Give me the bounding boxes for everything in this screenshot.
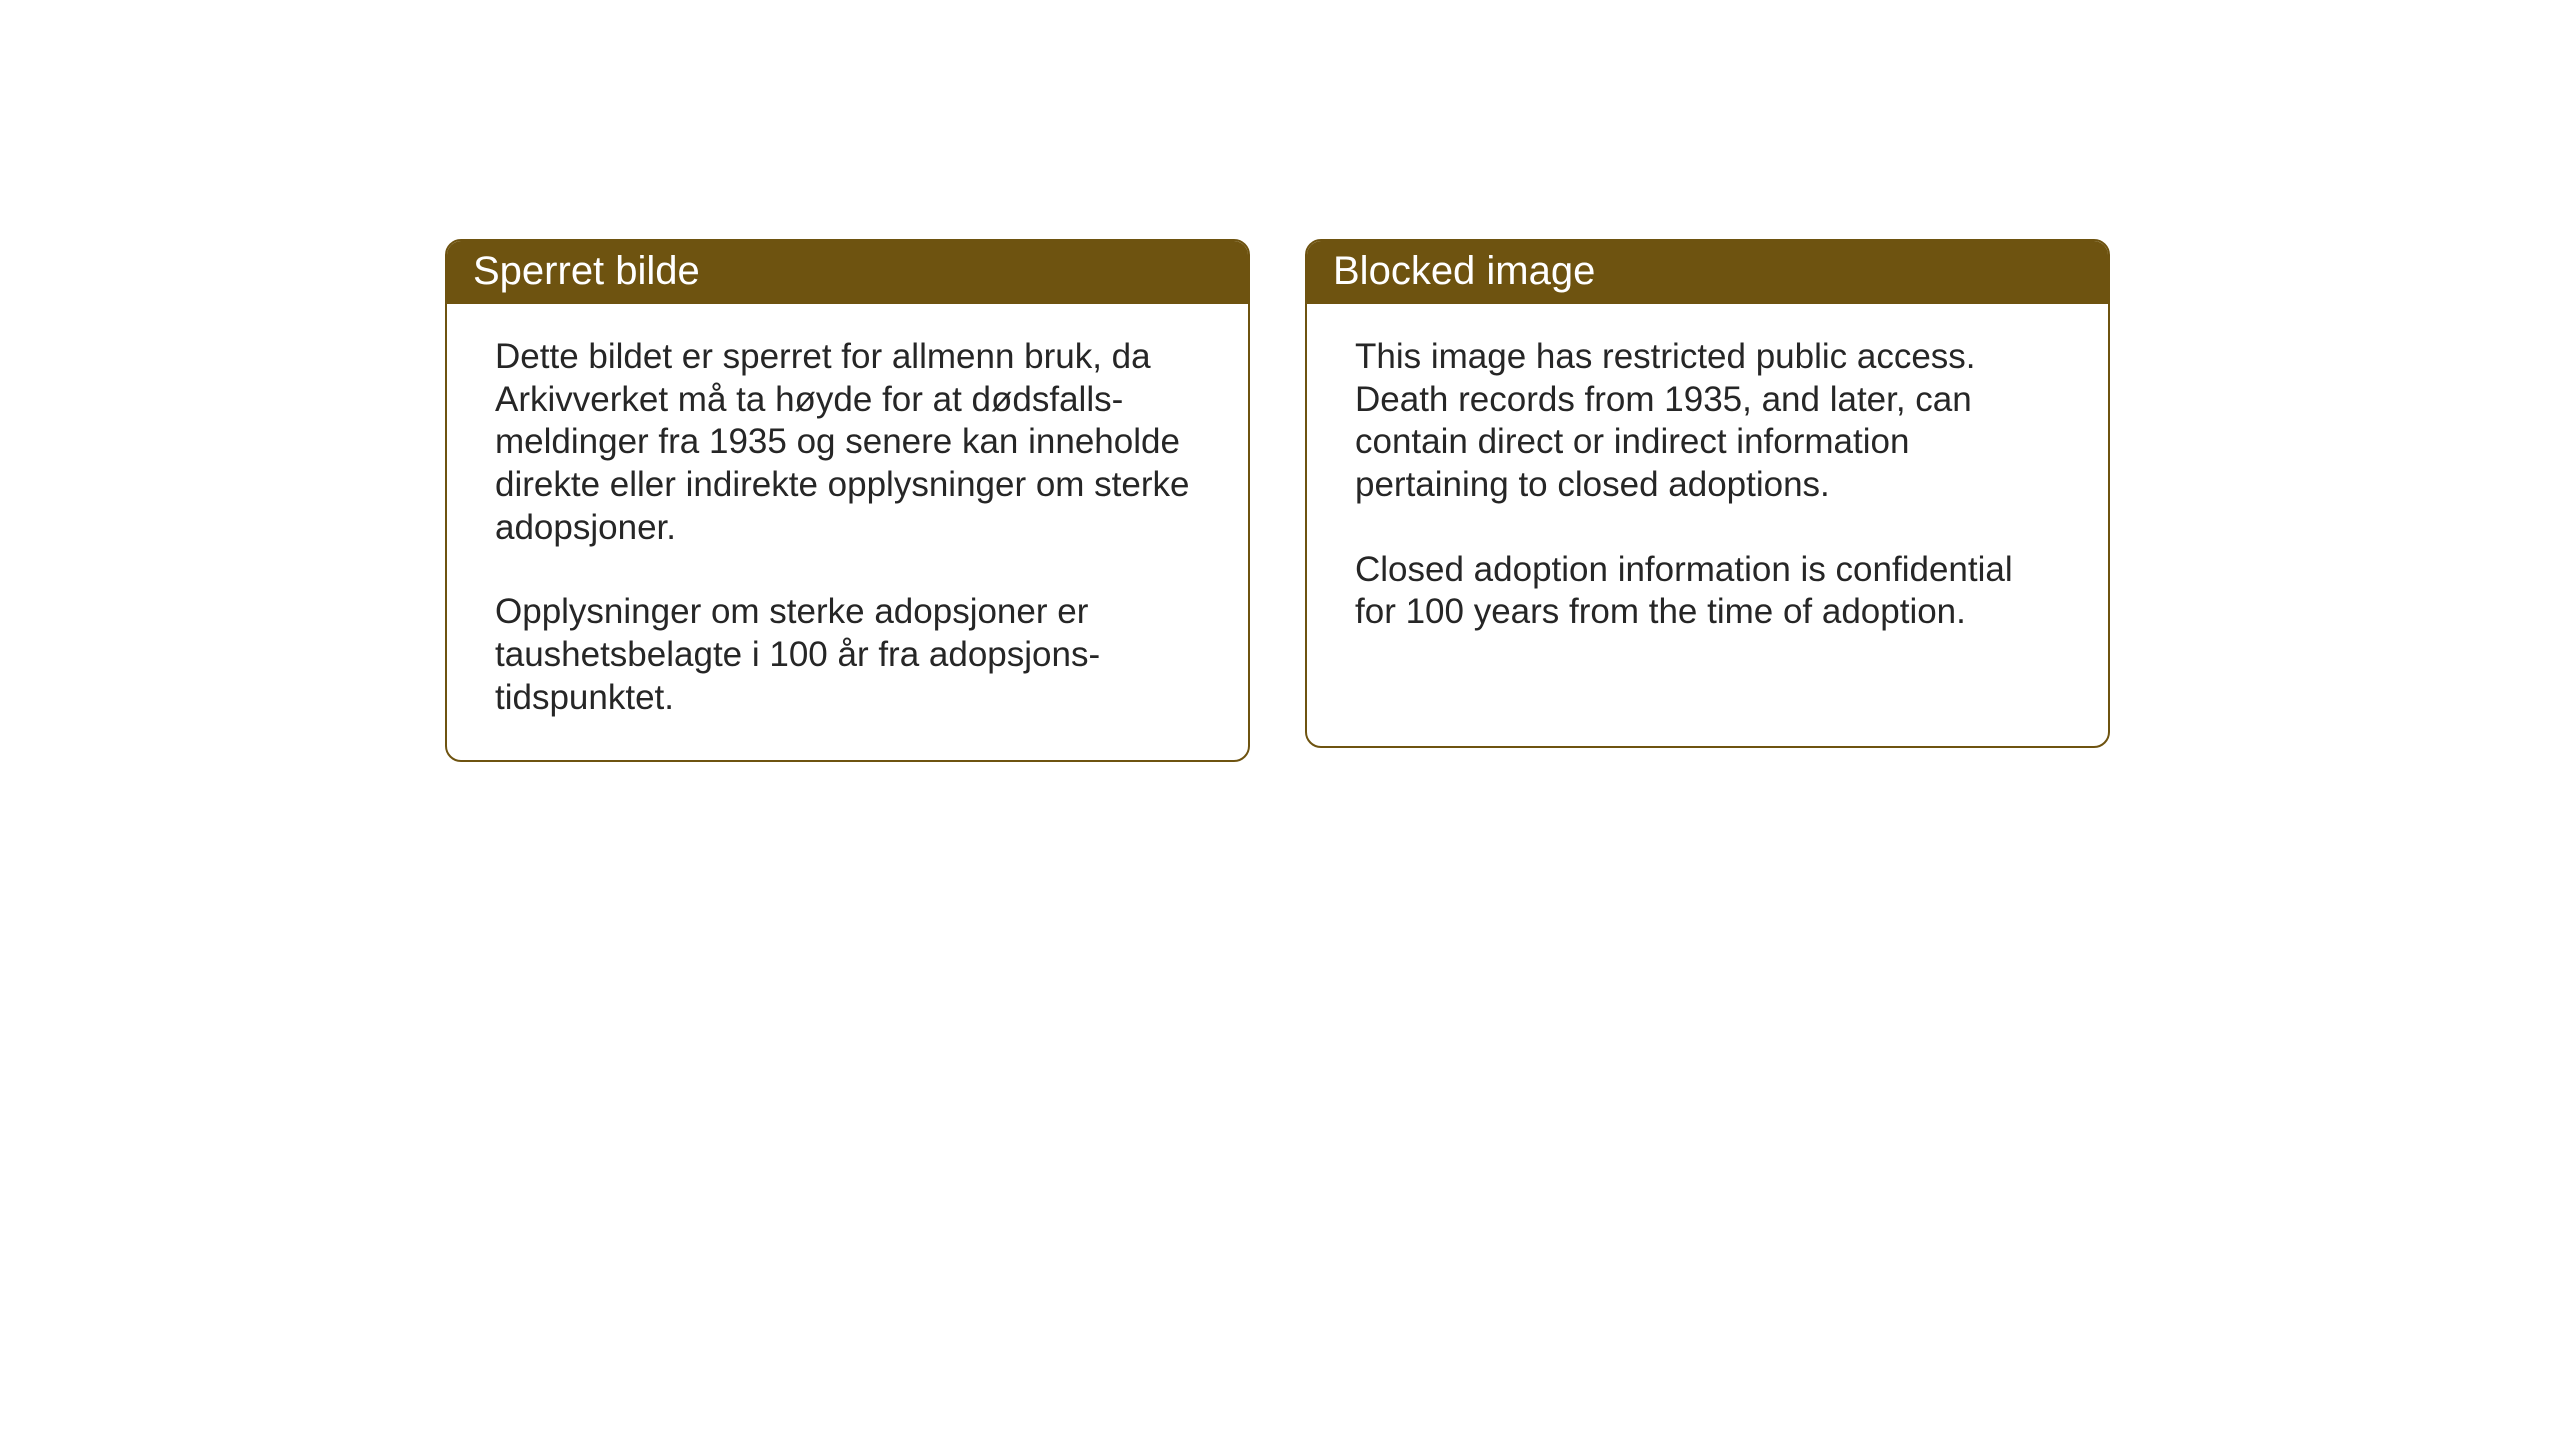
card-header-english: Blocked image [1307, 241, 2108, 304]
notice-card-norwegian: Sperret bilde Dette bildet er sperret fo… [445, 239, 1250, 762]
card-header-norwegian: Sperret bilde [447, 241, 1248, 304]
card-body-norwegian: Dette bildet er sperret for allmenn bruk… [447, 304, 1248, 760]
notice-cards-container: Sperret bilde Dette bildet er sperret fo… [445, 239, 2110, 762]
paragraph-norwegian-2: Opplysninger om sterke adopsjoner er tau… [495, 591, 1200, 719]
paragraph-english-1: This image has restricted public access.… [1355, 336, 2060, 507]
paragraph-norwegian-1: Dette bildet er sperret for allmenn bruk… [495, 336, 1200, 549]
notice-card-english: Blocked image This image has restricted … [1305, 239, 2110, 748]
card-body-english: This image has restricted public access.… [1307, 304, 2108, 674]
paragraph-english-2: Closed adoption information is confident… [1355, 549, 2060, 634]
